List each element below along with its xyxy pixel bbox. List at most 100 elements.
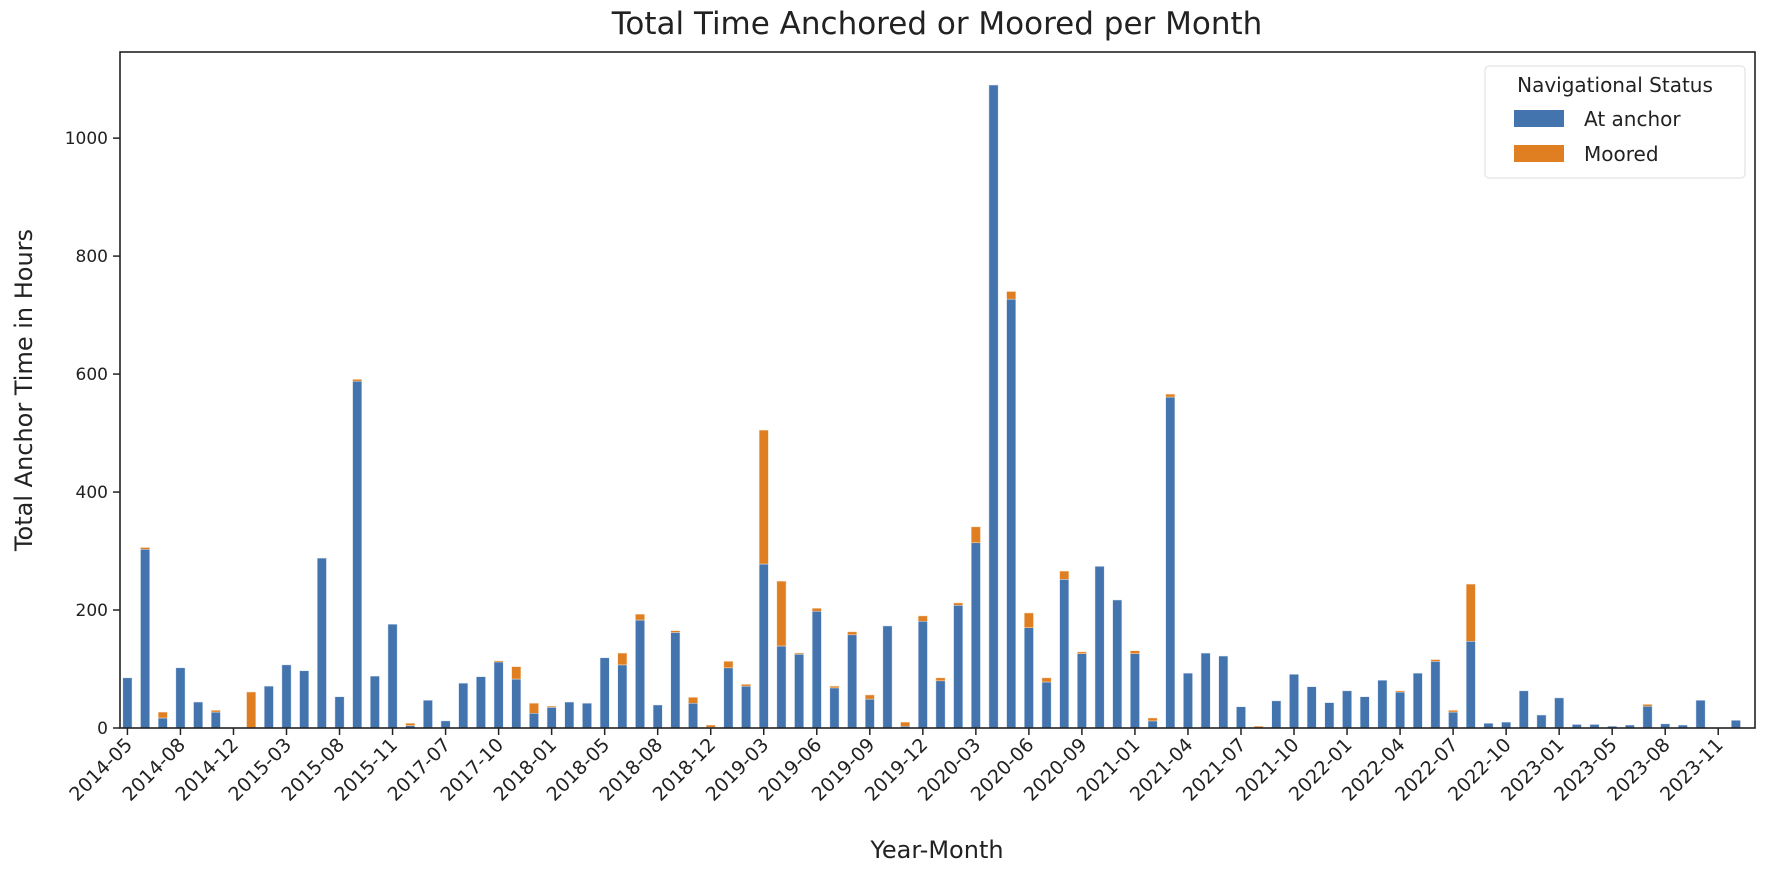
y-tick-label: 0 [97,719,108,739]
bar-at-anchor [1412,672,1423,729]
bar-at-anchor [1147,720,1158,729]
bar-at-anchor [935,680,946,729]
bar-moored [811,608,822,612]
bar-moored [405,723,416,726]
bar-at-anchor [1041,681,1052,729]
bar-at-anchor [1112,599,1123,729]
bar-at-anchor [1642,705,1653,729]
bar-at-anchor [1094,566,1105,729]
bar-at-anchor [1536,714,1547,729]
bar-moored [246,691,256,729]
bar-moored [157,711,168,719]
bar-moored [776,580,787,647]
bar-at-anchor [317,557,327,729]
bar-at-anchor [829,687,840,729]
bar-at-anchor [1130,653,1140,729]
bar-at-anchor [157,717,168,729]
bar-at-anchor [1271,700,1282,729]
bar-moored [741,684,751,687]
bar-moored [1448,710,1458,713]
bar-moored [529,702,539,714]
bar-at-anchor [493,661,504,729]
bar-moored [758,429,769,565]
bars-group [122,84,1741,729]
bar-moored [210,710,221,713]
bar-at-anchor [1236,706,1246,729]
bar-at-anchor [210,711,221,729]
bar-at-anchor [140,549,150,729]
bar-at-anchor [882,625,893,729]
bar-at-anchor [617,664,628,729]
bar-moored [1059,570,1070,580]
bar-moored [688,697,698,704]
bar-moored [635,613,645,621]
bar-at-anchor [971,542,981,729]
bar-moored [511,666,522,680]
bar-at-anchor [1200,652,1211,729]
bar-at-anchor [1359,696,1370,729]
bar-at-anchor [193,701,203,729]
bar-at-anchor [794,654,804,729]
x-axis-label: Year-Month [869,836,1003,864]
bar-at-anchor [263,685,274,729]
bar-moored [546,705,557,708]
bar-at-anchor [1731,720,1741,729]
legend: Navigational Status At anchor Moored [1484,65,1746,179]
bar-moored [917,615,928,622]
bar-at-anchor [1430,661,1441,729]
bar-moored [1130,650,1140,654]
bar-at-anchor [1448,711,1458,729]
bar-at-anchor [334,696,345,729]
bar-moored [1041,677,1052,683]
y-axis-label: Total Anchor Time in Hours [10,229,38,552]
x-ticks: 2014-052014-082014-122015-032015-082015-… [65,728,1728,806]
y-tick-label: 600 [76,365,108,385]
bar-at-anchor [741,685,751,729]
bar-at-anchor [1165,396,1176,729]
bar-moored [1430,659,1441,662]
bar-at-anchor [546,707,557,729]
bar-at-anchor [476,676,486,729]
bar-at-anchor [1218,655,1229,729]
bar-at-anchor [1289,674,1299,729]
bar-at-anchor [599,657,610,729]
bar-at-anchor [670,632,681,729]
bar-moored [864,694,875,700]
bar-at-anchor [1695,700,1706,729]
y-tick-label: 400 [76,483,108,503]
bar-at-anchor [281,664,292,729]
y-tick-label: 800 [76,247,108,267]
bar-at-anchor [811,610,822,729]
bar-at-anchor [652,704,663,729]
plot-frame [119,51,1756,729]
chart-title: Total Time Anchored or Moored per Month [611,6,1263,42]
bar-at-anchor [1377,679,1388,729]
bar-at-anchor [847,634,857,729]
bar-at-anchor [776,645,787,729]
bar-moored [794,652,804,655]
y-ticks: 0 200 400 600 800 1000 [65,129,120,739]
bar-at-anchor [458,682,469,729]
legend-label-moored: Moored [1584,142,1659,166]
legend-label-at-anchor: At anchor [1584,107,1681,131]
bar-moored [1165,393,1176,398]
bar-moored [617,652,628,666]
bar-at-anchor [1465,641,1476,729]
bar-moored [953,602,964,606]
bar-moored [1024,612,1034,628]
bar-moored [1006,291,1017,300]
bar-moored [723,661,734,669]
bar-at-anchor [758,563,769,729]
bar-at-anchor [529,713,539,729]
bar-at-anchor [688,702,698,729]
bar-at-anchor [582,702,592,729]
legend-title: Navigational Status [1517,73,1713,97]
bar-moored [1465,583,1476,642]
bar-moored [493,660,504,663]
y-tick-label: 200 [76,601,108,621]
bar-at-anchor [387,623,398,729]
bar-at-anchor [917,620,928,729]
bar-moored [1077,651,1087,654]
bar-at-anchor [1024,627,1034,729]
